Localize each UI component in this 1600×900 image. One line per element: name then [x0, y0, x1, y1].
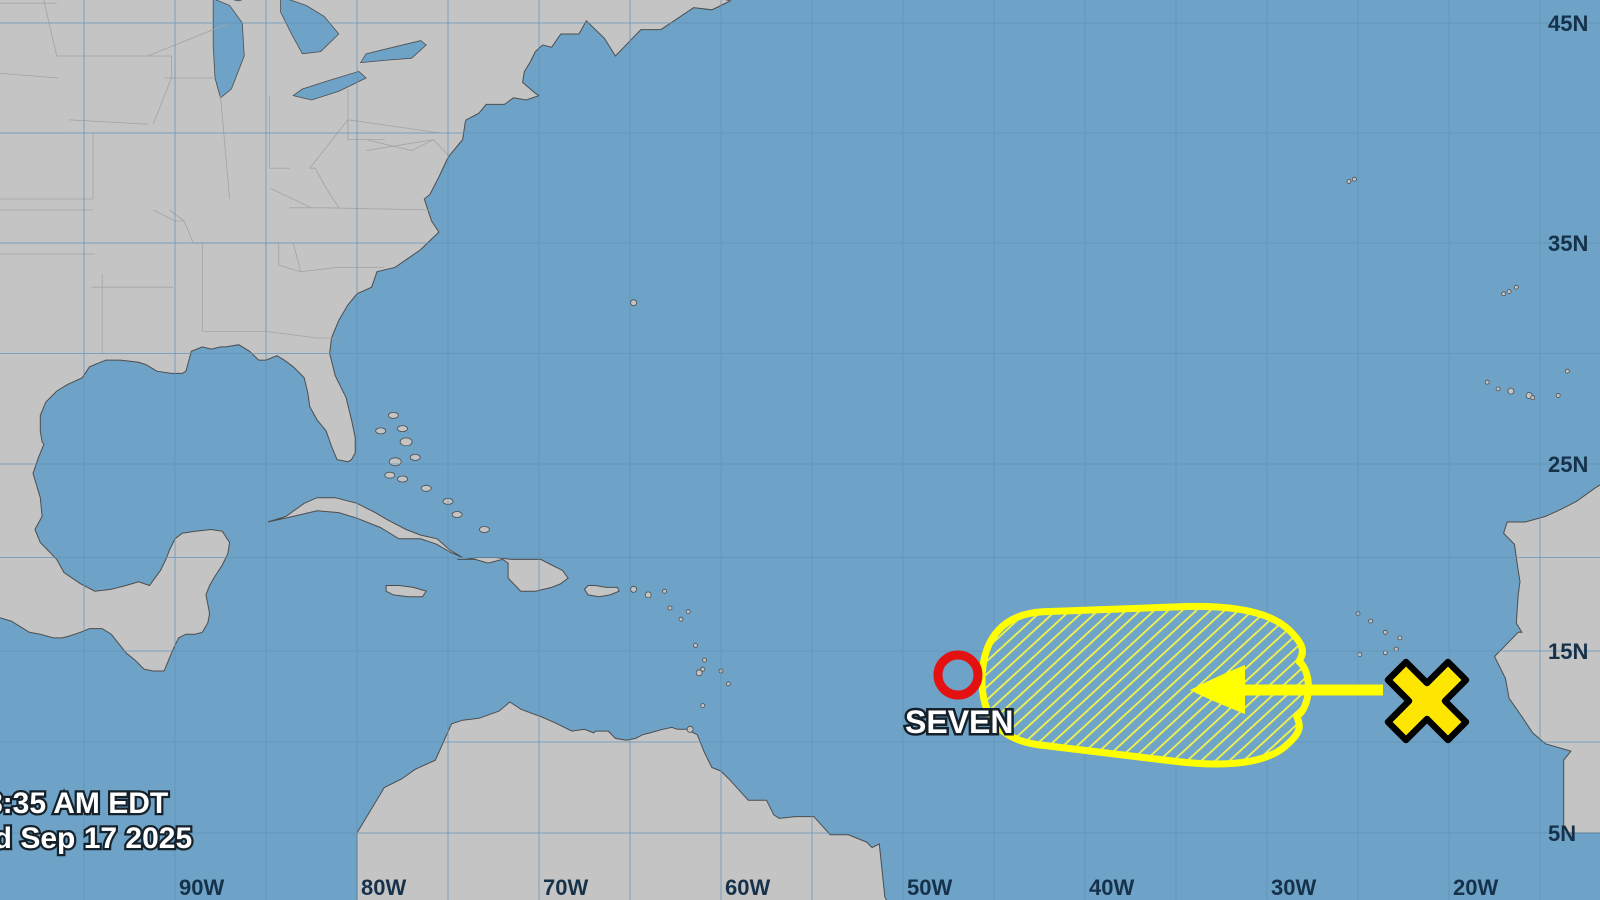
- svg-text:SEVEN: SEVEN: [905, 704, 1013, 740]
- svg-text:70W: 70W: [543, 875, 588, 900]
- svg-text:Updated Sep 17 2025: Updated Sep 17 2025: [0, 822, 192, 855]
- svg-text:35N: 35N: [1548, 231, 1588, 256]
- svg-text:30W: 30W: [1271, 875, 1316, 900]
- svg-text:25N: 25N: [1548, 452, 1588, 477]
- svg-text:40W: 40W: [1089, 875, 1134, 900]
- svg-text:45N: 45N: [1548, 11, 1588, 36]
- svg-text:5N: 5N: [1548, 821, 1576, 846]
- svg-text:80W: 80W: [361, 875, 406, 900]
- svg-text:20W: 20W: [1453, 875, 1498, 900]
- svg-text:8:35 AM EDT: 8:35 AM EDT: [0, 787, 168, 820]
- svg-text:60W: 60W: [725, 875, 770, 900]
- svg-text:15N: 15N: [1548, 639, 1588, 664]
- svg-text:50W: 50W: [907, 875, 952, 900]
- svg-text:90W: 90W: [179, 875, 224, 900]
